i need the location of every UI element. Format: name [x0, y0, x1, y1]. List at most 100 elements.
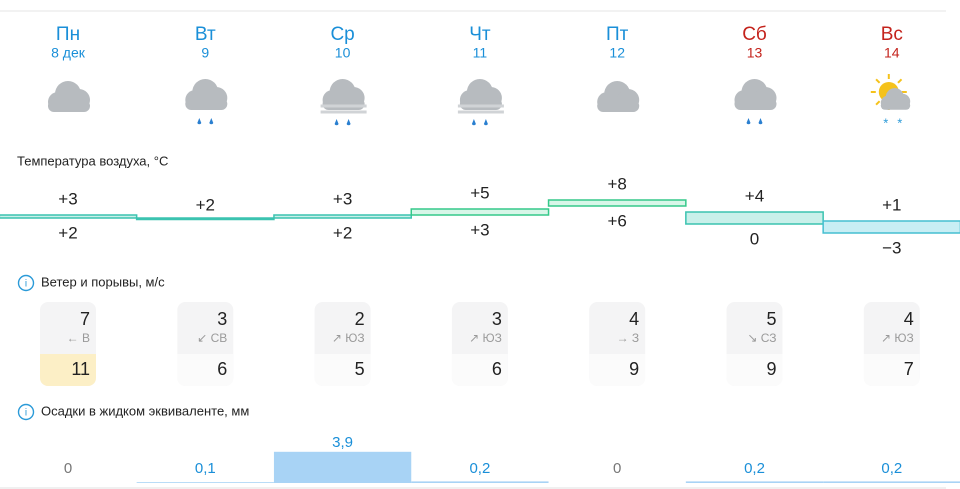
temperature-high: +4 [745, 186, 764, 205]
precipitation-label: 0,2 [881, 460, 902, 477]
precipitation-bar [823, 481, 960, 483]
sun-ray [875, 78, 881, 84]
svg-text:i: i [25, 408, 27, 419]
temperature-high: +8 [608, 174, 627, 193]
precipitation-label: 0,1 [195, 460, 216, 477]
temperature-low: +2 [333, 223, 352, 242]
gust-bg [451, 354, 508, 386]
date: 12 [609, 45, 625, 61]
gust-bg [314, 354, 371, 386]
temperature-low: −3 [882, 238, 901, 257]
temperature-band [0, 214, 138, 219]
rain-drop [483, 119, 488, 126]
temperature-band [410, 208, 550, 216]
rain-drop [209, 118, 214, 125]
wind-direction: ↗ ЮЗ [881, 331, 914, 345]
date: 10 [335, 45, 351, 61]
temperature-band [685, 211, 824, 225]
weekday: Чт [469, 24, 491, 45]
rain-drop [758, 118, 763, 125]
wind-direction: ↗ ЮЗ [469, 331, 502, 345]
rain-drop [471, 119, 476, 126]
precipitation-label: 0 [613, 460, 621, 477]
wind-speed: 5 [766, 309, 776, 329]
gust-bg [177, 354, 234, 386]
cloud-part [185, 98, 228, 110]
wind-speed: 7 [80, 309, 90, 329]
weather-icon [734, 79, 777, 125]
weather-icon: * * [870, 74, 911, 130]
precipitation-label: 0,2 [469, 460, 490, 477]
weekday: Пн [56, 24, 80, 45]
wind-gust: 6 [217, 359, 227, 379]
info-icon[interactable]: i [17, 274, 35, 292]
temperature-low: +3 [470, 220, 489, 239]
wind-gust: 9 [766, 359, 776, 379]
wind-speed: 2 [355, 309, 365, 329]
weather-icon [457, 79, 504, 126]
date: 9 [201, 45, 209, 61]
wind-direction: ← В [67, 331, 90, 345]
date: 13 [747, 45, 763, 61]
wind-gust: 7 [904, 359, 914, 379]
wind-gust: 9 [629, 359, 639, 379]
wind-speed: 3 [217, 309, 227, 329]
temperature-band [547, 199, 687, 207]
svg-text:i: i [25, 279, 27, 290]
wind-speed: 4 [629, 309, 639, 329]
cloud-part [459, 98, 502, 110]
gust-warning [40, 354, 96, 386]
precipitation-label: 0 [64, 460, 72, 477]
wind-speed: 3 [492, 309, 502, 329]
cloud-part [880, 101, 911, 110]
weather-icon [48, 81, 90, 112]
weekday: Вс [881, 24, 903, 45]
weekday: Ср [330, 24, 354, 45]
gust-bg [726, 354, 783, 386]
wind-speed: 4 [904, 309, 914, 329]
info-icon[interactable]: i [17, 403, 35, 421]
date: 8 дек [51, 45, 86, 61]
wind-direction: ↘ СЗ [747, 331, 776, 345]
weather-icon [185, 79, 228, 125]
temperature-band [135, 217, 275, 221]
weekday: Сб [742, 24, 767, 45]
wind-direction: ↗ ЮЗ [332, 331, 365, 345]
rain-drop [334, 119, 339, 126]
date: 11 [473, 45, 488, 61]
precipitation-bar [136, 482, 274, 483]
precipitation-label: 0,2 [744, 460, 765, 477]
wind-direction: → З [617, 331, 640, 345]
temperature-high: +3 [58, 189, 77, 208]
precipitation-bar [273, 451, 412, 483]
rain-drop [346, 119, 351, 126]
temperature-low: +6 [608, 211, 627, 230]
rain-drop [197, 118, 202, 125]
temperature-high: +1 [882, 195, 901, 214]
section-title: Осадки в жидком эквиваленте, мм [41, 403, 249, 418]
section-title: Ветер и порывы, м/с [41, 274, 165, 289]
temperature-high: +3 [333, 189, 352, 208]
precipitation-label: 3,9 [332, 434, 353, 451]
temperature-band [822, 220, 960, 234]
rain-drop [746, 118, 751, 125]
section-title: Температура воздуха, °C [17, 153, 168, 168]
temperature-band [273, 214, 413, 219]
temperature-low: +2 [58, 223, 77, 242]
sun-ray [897, 78, 903, 84]
wind-direction: ↙ СВ [197, 331, 227, 345]
snow-flake: * [883, 115, 888, 130]
cloud-part [322, 98, 365, 110]
temperature-high: +5 [470, 183, 489, 202]
snow-flake: * [897, 115, 902, 130]
cloud-part [48, 100, 90, 112]
gust-bg [863, 354, 920, 386]
gust-bg [589, 354, 646, 386]
weather-icon [320, 79, 367, 126]
date: 14 [884, 45, 900, 61]
temperature-low: 0 [750, 229, 759, 248]
wind-gust: 6 [492, 359, 502, 379]
cloud-part [734, 98, 777, 110]
weather-icon [597, 81, 640, 112]
